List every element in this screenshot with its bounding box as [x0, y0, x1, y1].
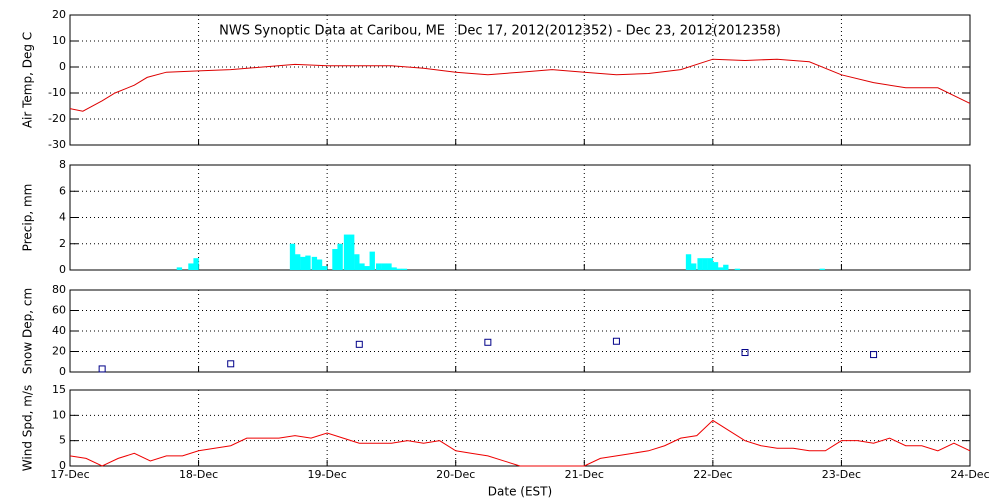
- point: [870, 351, 878, 359]
- y-tick-label: 5: [59, 434, 66, 447]
- y-axis-label: Precip, mm: [21, 184, 35, 252]
- bar: [300, 256, 306, 270]
- bar: [697, 258, 703, 270]
- point: [741, 349, 749, 357]
- y-tick-label: 60: [52, 304, 66, 317]
- point: [484, 338, 492, 346]
- bar: [311, 256, 318, 270]
- y-tick-label: 0: [59, 365, 66, 378]
- x-tick-label: 19-Dec: [308, 468, 347, 481]
- chart-title: NWS Synoptic Data at Caribou, ME Dec 17,…: [219, 24, 781, 39]
- x-tick-label: 20-Dec: [436, 468, 475, 481]
- x-tick-label: 21-Dec: [565, 468, 604, 481]
- x-tick-label: 23-Dec: [822, 468, 861, 481]
- x-tick-label: 22-Dec: [693, 468, 732, 481]
- plot-frame: [69, 289, 971, 373]
- point: [612, 337, 620, 345]
- x-tick-label: 18-Dec: [179, 468, 218, 481]
- bar: [391, 267, 397, 270]
- y-tick-label: 20: [52, 8, 66, 21]
- plot-frame: [69, 164, 971, 271]
- bar: [723, 264, 729, 270]
- y-tick-label: 10: [52, 408, 66, 421]
- bar: [386, 263, 392, 270]
- y-axis-label: Wind Spd, m/s: [21, 385, 35, 471]
- bar: [396, 268, 402, 270]
- point: [227, 360, 235, 368]
- plot-frame: [69, 14, 971, 146]
- bar: [707, 258, 714, 270]
- x-tick-label: 17-Dec: [50, 468, 89, 481]
- bar: [354, 254, 360, 270]
- y-tick-label: 0: [59, 263, 66, 276]
- y-tick-label: 0: [59, 60, 66, 73]
- y-tick-label: 0: [59, 459, 66, 472]
- y-axis-label: Air Temp, Deg C: [21, 32, 35, 128]
- bar: [364, 266, 370, 270]
- bar: [359, 263, 365, 270]
- bar: [289, 243, 296, 270]
- y-tick-label: -20: [48, 112, 66, 125]
- y-tick-label: 8: [59, 158, 66, 171]
- bar: [685, 254, 692, 270]
- y-tick-label: 4: [59, 211, 66, 224]
- bar: [401, 268, 408, 270]
- bar: [369, 251, 375, 270]
- bar: [712, 262, 719, 270]
- bar: [332, 249, 338, 270]
- x-axis-label: Date (EST): [488, 485, 552, 499]
- bar: [691, 263, 697, 270]
- y-tick-label: 20: [52, 345, 66, 358]
- bar: [702, 258, 708, 270]
- bar: [337, 243, 343, 270]
- data-line: [69, 58, 971, 112]
- bar: [718, 267, 724, 270]
- bar: [316, 259, 323, 270]
- y-tick-label: 2: [59, 237, 66, 250]
- x-tick-label: 24-Dec: [950, 468, 989, 481]
- bar: [193, 258, 199, 270]
- y-tick-label: 15: [52, 383, 66, 396]
- y-tick-label: 40: [52, 324, 66, 337]
- bar: [376, 263, 382, 270]
- point: [355, 340, 363, 348]
- point: [98, 365, 106, 373]
- y-axis-label: Snow Dep, cm: [21, 288, 35, 374]
- bar: [176, 267, 183, 270]
- bar: [188, 263, 194, 270]
- bar: [343, 234, 350, 270]
- bar: [819, 268, 825, 270]
- bar: [322, 266, 328, 270]
- data-line: [69, 419, 971, 467]
- bar: [734, 268, 741, 270]
- y-tick-label: 10: [52, 34, 66, 47]
- bar: [305, 255, 311, 270]
- y-tick-label: -10: [48, 86, 66, 99]
- plot-frame: [69, 389, 971, 467]
- y-tick-label: 6: [59, 184, 66, 197]
- y-tick-label: -30: [48, 138, 66, 151]
- y-tick-label: 80: [52, 283, 66, 296]
- bar: [349, 234, 355, 270]
- bar: [381, 263, 387, 270]
- bar: [295, 254, 301, 270]
